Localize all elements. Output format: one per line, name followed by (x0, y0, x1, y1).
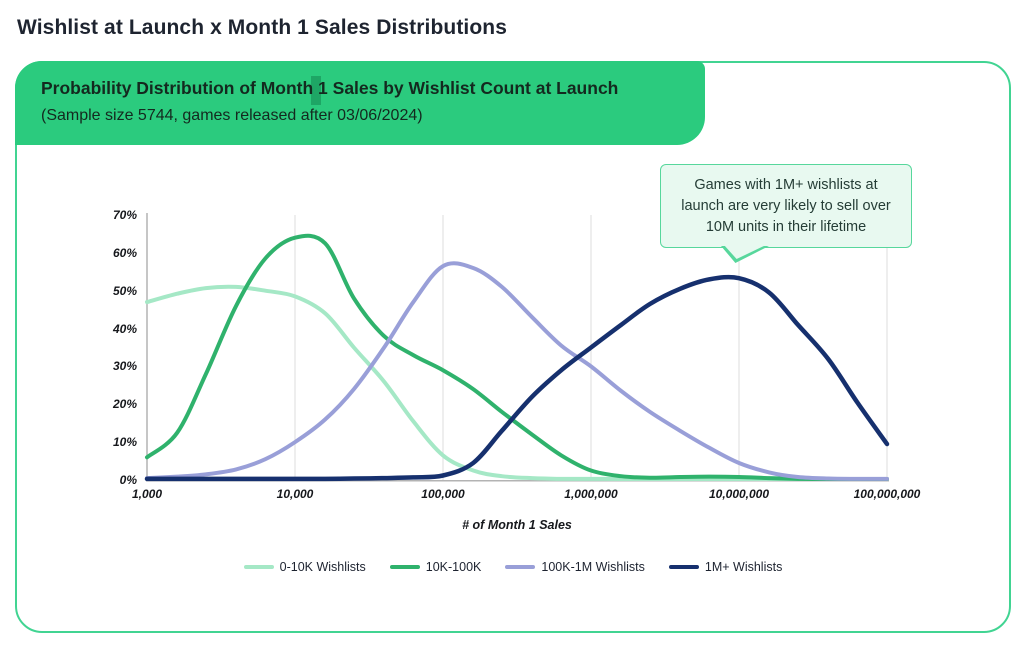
y-tick-label: 20% (112, 397, 137, 412)
y-tick-label: 0% (119, 473, 137, 487)
chart-subtitle: (Sample size 5744, games released after … (41, 107, 423, 124)
chart-card: Probability Distribution of Month 1 Sale… (15, 61, 1011, 633)
legend-item: 1M+ Wishlists (668, 560, 783, 574)
x-tick-label: 1,000 (131, 487, 163, 501)
legend-swatch (668, 565, 699, 569)
series-line-1m-wishlists (144, 274, 890, 482)
text-highlight-cursor (311, 76, 321, 105)
legend-label: 100K-1M Wishlists (541, 560, 645, 574)
x-tick-label: 10,000,000 (708, 487, 770, 501)
x-tick-label: 100,000 (421, 487, 465, 501)
series-line-100k-1m-wishlists (145, 261, 889, 481)
y-tick-label: 70% (112, 208, 137, 222)
y-tick-label: 30% (112, 359, 137, 374)
legend-item: 0-10K Wishlists (243, 560, 366, 574)
legend-swatch (243, 565, 274, 569)
x-tick-label: 100,000,000 (853, 487, 921, 501)
legend-label: 1M+ Wishlists (704, 560, 783, 574)
y-tick-label: 60% (112, 245, 137, 260)
y-tick-label: 10% (112, 435, 137, 450)
page-title: Wishlist at Launch x Month 1 Sales Distr… (17, 16, 508, 39)
legend-label: 10K-100K (425, 560, 482, 574)
y-tick-label: 40% (112, 321, 137, 336)
annotation-callout: Games with 1M+ wishlists at launch are v… (660, 164, 912, 248)
legend-item: 10K-100K (389, 560, 482, 574)
card-header-banner: Probability Distribution of Month 1 Sale… (15, 61, 705, 145)
chart-legend: 0-10K Wishlists 10K-100K 100K-1M Wishlists… (17, 560, 1009, 574)
series-line-10k-100k (145, 233, 889, 481)
legend-swatch (389, 565, 420, 569)
x-tick-label: 1,000,000 (564, 487, 618, 501)
distribution-chart (144, 213, 890, 482)
x-tick-label: 10,000 (276, 487, 314, 501)
y-tick-label: 50% (112, 283, 137, 298)
legend-item: 100K-1M Wishlists (505, 560, 645, 574)
legend-swatch (505, 565, 536, 569)
series-line-0-10k-wishlists (145, 284, 889, 481)
legend-label: 0-10K Wishlists (279, 560, 366, 574)
chart-title: Probability Distribution of Month 1 Sale… (41, 78, 619, 98)
x-axis-title: # of Month 1 Sales (462, 518, 572, 532)
